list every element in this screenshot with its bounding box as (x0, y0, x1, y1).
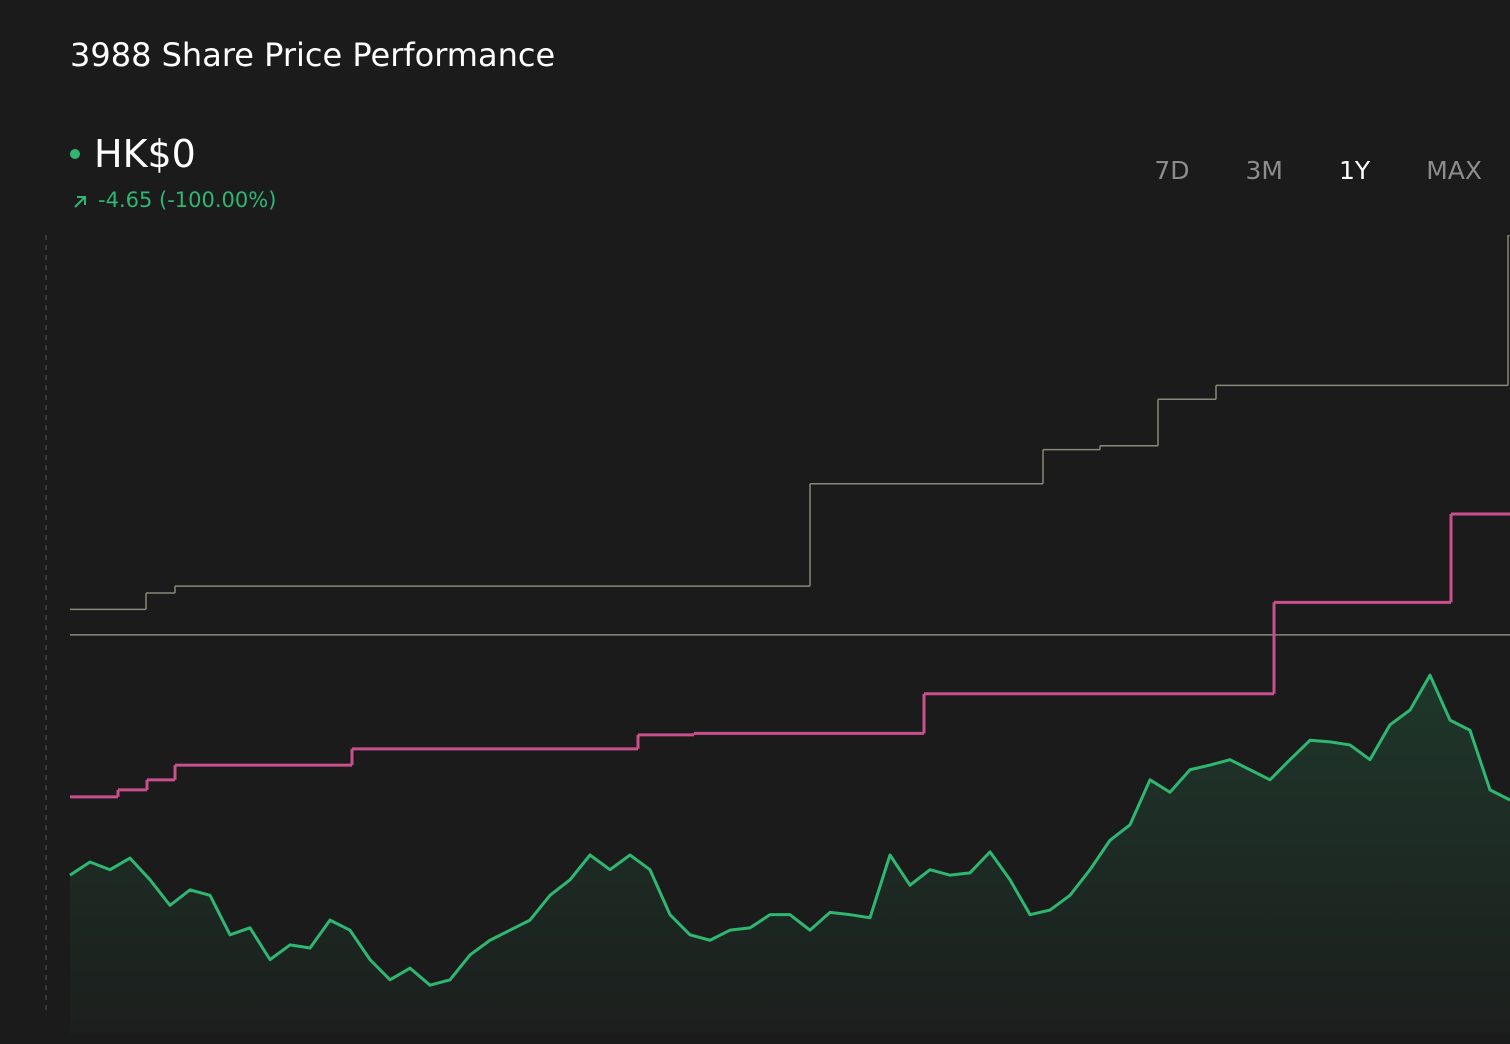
price-line (69, 673, 1510, 987)
price-tag: HK$0 (1435, 208, 1499, 236)
price-change: -4.65 (-100.00%) (98, 188, 277, 212)
range-button[interactable]: 3M (1245, 156, 1283, 185)
area (70, 675, 1510, 1035)
plot: HK$0 (69, 208, 1510, 1035)
range-button[interactable]: 7D (1154, 156, 1190, 185)
arrow-icon (74, 196, 86, 208)
status-dot (70, 149, 80, 159)
range-button[interactable]: 1Y (1339, 156, 1371, 185)
price: HK$0 (94, 132, 196, 176)
range-selector: 7D 3M 1Y MAX (1154, 156, 1482, 185)
range-button[interactable]: MAX (1426, 156, 1482, 185)
title: 3988 Share Price Performance (70, 36, 556, 74)
